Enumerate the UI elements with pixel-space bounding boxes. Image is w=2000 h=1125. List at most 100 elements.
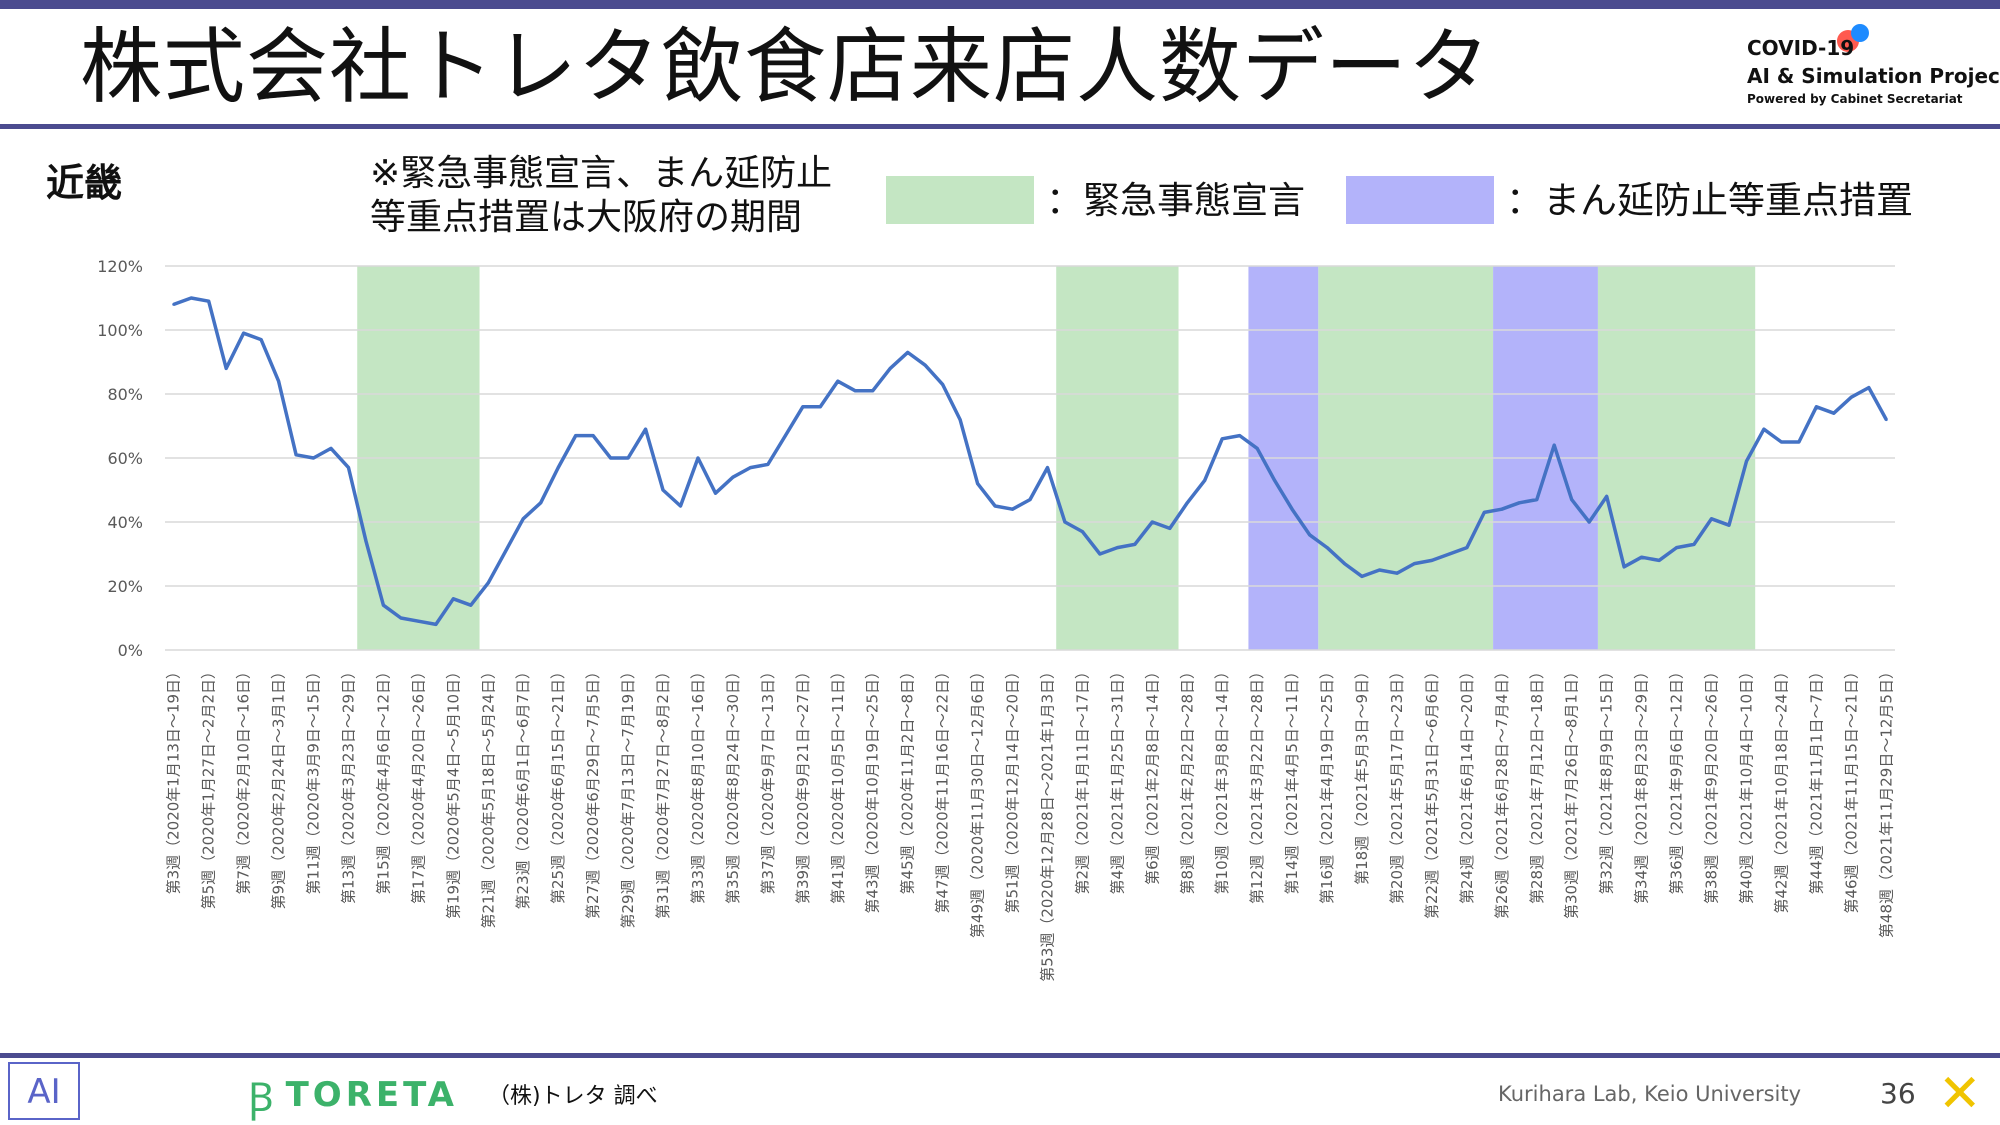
x-tick-label-10: 第23週（2020年6月1日～6月7日） bbox=[514, 664, 532, 909]
data-point-93 bbox=[1797, 440, 1801, 444]
data-point-6 bbox=[277, 379, 281, 383]
data-point-83 bbox=[1622, 565, 1626, 569]
x-tick-label-47: 第44週（2021年11月1日～7日） bbox=[1807, 664, 1825, 894]
data-point-38 bbox=[836, 379, 840, 383]
data-point-81 bbox=[1587, 520, 1591, 524]
data-point-87 bbox=[1692, 542, 1696, 546]
data-point-46 bbox=[976, 482, 980, 486]
x-tick-label-16: 第35週（2020年8月24日～30日） bbox=[724, 664, 742, 904]
lab-logo: AI bbox=[8, 1062, 80, 1120]
y-tick-label-3: 60% bbox=[107, 449, 143, 468]
period-note-line-2: 等重点措置は大阪府の期間 bbox=[370, 197, 803, 238]
data-point-33 bbox=[748, 466, 752, 470]
x-tick-label-14: 第31週（2020年7月27日～8月2日） bbox=[654, 664, 672, 919]
data-point-22 bbox=[556, 466, 560, 470]
data-point-53 bbox=[1098, 552, 1102, 556]
x-tick-label-49: 第48週（2021年11月29日～12月5日） bbox=[1877, 664, 1895, 938]
data-point-71 bbox=[1412, 562, 1416, 566]
data-point-5 bbox=[259, 338, 263, 342]
data-point-0 bbox=[172, 302, 176, 306]
data-point-16 bbox=[451, 597, 455, 601]
data-point-90 bbox=[1744, 459, 1748, 463]
legend-emergency-swatch bbox=[886, 176, 1034, 224]
data-point-75 bbox=[1482, 510, 1486, 514]
x-tick-label-43: 第36週（2021年9月6日～12日） bbox=[1668, 664, 1686, 894]
lab-name: Kurihara Lab, Keio University bbox=[1498, 1082, 1802, 1106]
x-tick-label-42: 第34週（2021年8月23日～29日） bbox=[1633, 664, 1651, 904]
data-point-56 bbox=[1150, 520, 1154, 524]
data-point-36 bbox=[801, 405, 805, 409]
data-point-12 bbox=[381, 603, 385, 607]
x-tick-label-5: 第13週（2020年3月23日～29日） bbox=[339, 664, 357, 904]
x-tick-label-37: 第24週（2021年6月14日～20日） bbox=[1458, 664, 1476, 904]
x-tick-label-2: 第7週（2020年2月10日～16日） bbox=[235, 664, 253, 894]
y-tick-label-0: 0% bbox=[118, 641, 143, 660]
x-tick-label-9: 第21週（2020年5月18日～5月24日） bbox=[479, 664, 497, 929]
data-point-7 bbox=[294, 453, 298, 457]
x-tick-label-17: 第37週（2020年9月7日～13日） bbox=[759, 664, 777, 894]
logo-line-2: AI & Simulation Project bbox=[1747, 64, 2000, 88]
data-point-82 bbox=[1605, 494, 1609, 498]
data-point-42 bbox=[906, 350, 910, 354]
data-point-9 bbox=[329, 446, 333, 450]
logo-line-3: Powered by Cabinet Secretariat bbox=[1747, 92, 1963, 106]
y-tick-label-6: 120% bbox=[97, 257, 143, 276]
data-source: （株)トレタ 調べ bbox=[488, 1084, 658, 1109]
data-point-34 bbox=[766, 462, 770, 466]
x-tick-label-1: 第5週（2020年1月27日～2月2日） bbox=[200, 664, 218, 909]
x-tick-label-44: 第38週（2021年9月20日～26日） bbox=[1703, 664, 1721, 904]
covid-ai-project-logo: COVID-19 AI & Simulation Project Powered… bbox=[1745, 24, 2000, 114]
data-point-28 bbox=[661, 488, 665, 492]
x-tick-label-41: 第32週（2021年8月9日～15日） bbox=[1598, 664, 1616, 894]
data-point-73 bbox=[1447, 552, 1451, 556]
title-divider bbox=[0, 124, 2000, 129]
data-point-66 bbox=[1325, 546, 1329, 550]
data-point-45 bbox=[958, 418, 962, 422]
x-tick-label-4: 第11週（2020年3月9日～15日） bbox=[305, 664, 323, 894]
data-point-72 bbox=[1430, 558, 1434, 562]
legend-semi-emergency-label: ：まん延防止等重点措置 bbox=[1506, 179, 1913, 222]
data-point-57 bbox=[1168, 526, 1172, 530]
data-point-21 bbox=[539, 501, 543, 505]
data-point-8 bbox=[312, 456, 316, 460]
data-point-29 bbox=[679, 504, 683, 508]
data-point-49 bbox=[1028, 498, 1032, 502]
data-point-64 bbox=[1290, 507, 1294, 511]
data-point-13 bbox=[399, 616, 403, 620]
data-point-19 bbox=[504, 549, 508, 553]
data-point-11 bbox=[364, 539, 368, 543]
x-tick-label-23: 第49週（2020年11月30日～12月6日） bbox=[969, 664, 987, 938]
x-tick-label-21: 第45週（2020年11月2日～8日） bbox=[899, 664, 917, 894]
data-point-14 bbox=[416, 619, 420, 623]
y-tick-label-4: 80% bbox=[107, 385, 143, 404]
x-tick-label-46: 第42週（2021年10月18日～24日） bbox=[1772, 664, 1790, 914]
data-point-17 bbox=[469, 603, 473, 607]
x-tick-label-18: 第39週（2020年9月21日～27日） bbox=[794, 664, 812, 904]
data-point-43 bbox=[923, 363, 927, 367]
x-tick-label-6: 第15週（2020年4月6日～12日） bbox=[374, 664, 392, 894]
footer-divider bbox=[0, 1053, 2000, 1058]
logo-line-1: COVID-19 bbox=[1747, 36, 1855, 60]
data-point-70 bbox=[1395, 571, 1399, 575]
data-point-61 bbox=[1238, 434, 1242, 438]
x-tick-label-24: 第51週（2020年12月14日～20日） bbox=[1004, 664, 1022, 914]
data-point-59 bbox=[1203, 478, 1207, 482]
data-point-67 bbox=[1343, 562, 1347, 566]
data-point-52 bbox=[1080, 530, 1084, 534]
x-tick-label-33: 第16週（2021年4月19日～25日） bbox=[1318, 664, 1336, 904]
x-tick-label-27: 第4週（2021年1月25日～31日） bbox=[1108, 664, 1126, 894]
data-point-85 bbox=[1657, 558, 1661, 562]
data-point-77 bbox=[1517, 501, 1521, 505]
data-point-1 bbox=[189, 296, 193, 300]
data-point-94 bbox=[1814, 405, 1818, 409]
legend-semi-emergency-swatch bbox=[1346, 176, 1494, 224]
x-tick-label-13: 第29週（2020年7月13日～7月19日） bbox=[619, 664, 637, 929]
data-point-25 bbox=[609, 456, 613, 460]
x-tick-label-30: 第10週（2021年3月8日～14日） bbox=[1213, 664, 1231, 894]
x-tick-label-3: 第9週（2020年2月24日～3月1日） bbox=[270, 664, 288, 909]
data-point-55 bbox=[1133, 542, 1137, 546]
x-tick-label-15: 第33週（2020年8月10日～16日） bbox=[689, 664, 707, 904]
data-point-97 bbox=[1867, 386, 1871, 390]
period-note-line-1: ※緊急事態宣言、まん延防止 bbox=[370, 153, 833, 194]
data-point-40 bbox=[871, 389, 875, 393]
